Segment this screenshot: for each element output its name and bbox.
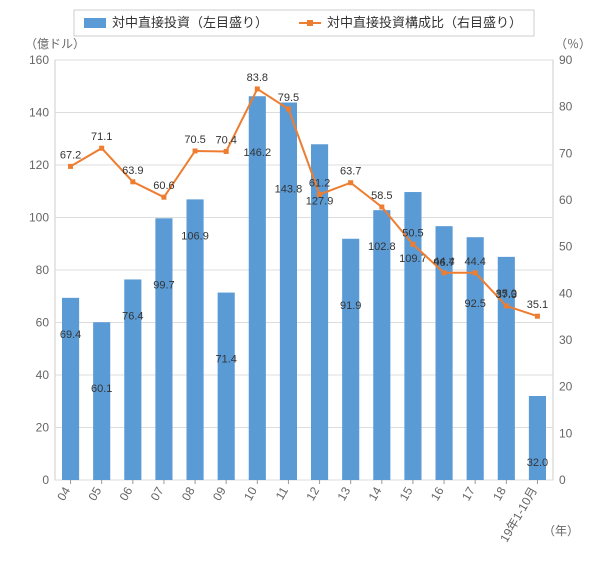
bar-value-label: 99.7 xyxy=(153,279,174,291)
line-marker xyxy=(348,180,353,185)
line-marker xyxy=(473,270,478,275)
right-tick-label: 80 xyxy=(559,100,573,114)
category-label: 04 xyxy=(54,484,73,503)
legend-swatch-marker xyxy=(307,20,313,26)
category-label: 10 xyxy=(241,484,260,503)
line-marker xyxy=(535,314,540,319)
line-marker xyxy=(379,205,384,210)
line-value-label: 35.1 xyxy=(527,299,548,311)
category-label: 16 xyxy=(428,484,447,503)
bar-value-label: 102.8 xyxy=(368,241,396,253)
line-marker xyxy=(99,146,104,151)
line-value-label: 63.9 xyxy=(122,165,143,177)
line-marker xyxy=(68,164,73,169)
line-value-label: 44.4 xyxy=(433,256,454,268)
legend-swatch-bar xyxy=(84,18,106,28)
bar-value-label: 106.9 xyxy=(181,230,209,242)
line-value-label: 63.7 xyxy=(340,166,361,178)
bar-value-label: 127.9 xyxy=(306,195,334,207)
left-tick-label: 60 xyxy=(36,316,50,330)
left-tick-label: 120 xyxy=(29,158,49,172)
bar-value-label: 91.9 xyxy=(340,300,361,312)
line-marker xyxy=(224,149,229,154)
bar-value-label: 69.4 xyxy=(60,329,81,341)
right-tick-label: 20 xyxy=(559,380,573,394)
line-value-label: 71.1 xyxy=(91,131,112,143)
category-label: 09 xyxy=(210,484,229,503)
line-value-label: 60.6 xyxy=(153,180,174,192)
left-tick-label: 160 xyxy=(29,53,49,67)
line-value-label: 50.5 xyxy=(402,227,423,239)
line-marker xyxy=(255,86,260,91)
bar xyxy=(155,218,172,480)
legend-label-line: 対中直接投資構成比（右目盛り） xyxy=(327,15,522,30)
chart-svg: 0 20 40 60 80 100 120 140 160 0 10 20 30 40 50 60 70 80 90… xyxy=(0,0,603,567)
line-marker xyxy=(130,179,135,184)
category-label: 11 xyxy=(273,484,292,502)
category-label: 18 xyxy=(490,484,509,503)
line-value-label: 61.2 xyxy=(309,177,330,189)
line-value-label: 37.3 xyxy=(496,289,517,301)
category-label: 12 xyxy=(303,484,322,503)
bar-value-label: 143.8 xyxy=(275,184,303,196)
line-marker xyxy=(286,107,291,112)
chart-container: 0 20 40 60 80 100 120 140 160 0 10 20 30 40 50 60 70 80 90… xyxy=(0,0,603,567)
bar-value-label: 76.4 xyxy=(122,310,143,322)
line-value-label: 70.5 xyxy=(184,134,205,146)
right-axis-title: （％） xyxy=(555,37,591,51)
line-marker xyxy=(193,149,198,154)
right-tick-label: 60 xyxy=(559,193,573,207)
legend-label-bar: 対中直接投資（左目盛り） xyxy=(112,15,268,30)
category-label: 05 xyxy=(85,484,104,503)
line-value-label: 44.4 xyxy=(464,256,485,268)
left-tick-label: 80 xyxy=(36,263,50,277)
line-value-label: 70.4 xyxy=(215,134,236,146)
category-label: 13 xyxy=(334,484,353,503)
right-tick-label: 30 xyxy=(559,333,573,347)
category-label: 08 xyxy=(179,484,198,503)
right-tick-label: 0 xyxy=(559,473,566,487)
left-tick-label: 0 xyxy=(42,473,49,487)
right-tick-label: 90 xyxy=(559,53,573,67)
bar-value-label: 60.1 xyxy=(91,383,112,395)
category-label: 14 xyxy=(366,484,385,503)
right-tick-label: 40 xyxy=(559,286,573,300)
bottom-axis-title: （年） xyxy=(543,524,579,538)
bar xyxy=(62,298,79,480)
line-marker xyxy=(161,195,166,200)
bar-value-label: 109.7 xyxy=(399,253,427,265)
left-tick-label: 140 xyxy=(29,106,49,120)
line-value-label: 58.5 xyxy=(371,190,392,202)
category-label: 17 xyxy=(459,484,478,503)
line-marker xyxy=(410,242,415,247)
right-tick-label: 70 xyxy=(559,146,573,160)
right-tick-label: 10 xyxy=(559,426,573,440)
right-tick-label: 50 xyxy=(559,240,573,254)
bar xyxy=(218,293,235,480)
category-label: 07 xyxy=(148,484,167,503)
line-marker xyxy=(442,270,447,275)
line-marker xyxy=(317,192,322,197)
bar xyxy=(93,322,110,480)
left-axis-title: （億ドル） xyxy=(25,37,85,51)
category-label: 06 xyxy=(117,484,136,503)
bar xyxy=(280,103,297,480)
bar-value-label: 146.2 xyxy=(244,147,272,159)
line-value-label: 83.8 xyxy=(247,72,268,84)
bar-value-label: 92.5 xyxy=(464,298,485,310)
bar-value-label: 71.4 xyxy=(215,354,236,366)
line-value-label: 79.5 xyxy=(278,92,299,104)
left-tick-label: 20 xyxy=(36,421,50,435)
bar-value-label: 32.0 xyxy=(527,457,548,469)
line-value-label: 67.2 xyxy=(60,149,81,161)
left-tick-label: 40 xyxy=(36,368,50,382)
bar xyxy=(342,239,359,480)
line-marker xyxy=(504,303,509,308)
category-label: 15 xyxy=(397,484,416,503)
left-tick-label: 100 xyxy=(29,211,49,225)
